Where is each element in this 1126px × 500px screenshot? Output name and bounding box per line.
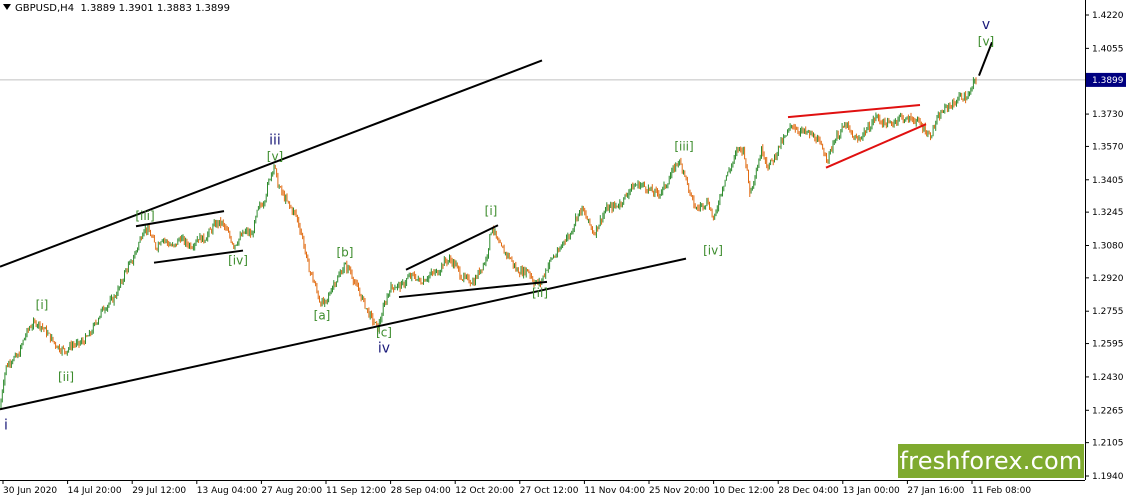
- y-tick-label: 1.3730: [1092, 110, 1124, 120]
- wave-label: iii: [269, 132, 281, 148]
- y-tick-label: 1.3570: [1092, 142, 1124, 152]
- freshforex-watermark: freshforex.com: [898, 444, 1084, 478]
- x-tick-label: 11 Sep 12:00: [326, 486, 386, 496]
- y-tick-label: 1.2595: [1092, 340, 1124, 350]
- wave-label: [a]: [314, 308, 331, 322]
- x-tick-label: 29 Jul 12:00: [132, 486, 186, 496]
- triangle-line[interactable]: [825, 123, 927, 169]
- x-tick-label: 13 Jan 00:00: [843, 486, 900, 496]
- y-tick-label: 1.4220: [1092, 11, 1124, 21]
- wave-label: i: [4, 417, 8, 433]
- projection-line[interactable]: [978, 41, 993, 77]
- dropdown-triangle-icon[interactable]: [3, 4, 11, 10]
- wave-label: [b]: [337, 246, 354, 260]
- triangle-line[interactable]: [135, 210, 225, 228]
- wave-label: [c]: [376, 325, 392, 339]
- candles-layer: [0, 77, 977, 410]
- y-tick-label: 1.2265: [1092, 406, 1124, 416]
- current-price-box: [1086, 72, 1126, 87]
- y-tick-label: 1.2755: [1092, 307, 1124, 317]
- y-axis-ticks: 1.4220 1.4055 1.3730 1.3570 1.3405 1.3245 1.30…: [1085, 11, 1124, 482]
- wave-label: [iv]: [228, 254, 248, 268]
- wave-label: [iii]: [674, 139, 693, 153]
- wave-label: [i]: [36, 298, 49, 312]
- chart-header: GBPUSD,H4 1.3889 1.3901 1.3883 1.3899: [3, 3, 230, 14]
- x-tick-label: 27 Jan 16:00: [907, 486, 964, 496]
- current-price-label: 1.3899: [1092, 76, 1124, 86]
- wave-label: [ii]: [58, 370, 74, 384]
- y-tick-label: 1.3245: [1092, 208, 1124, 218]
- wave-overlays: i [i] [ii] [iii] [iv] iii [v] [a] [b] [c] iv [i] [ii…: [0, 17, 994, 433]
- close-value: 1.3899: [195, 3, 230, 14]
- open-value: 1.3889: [80, 3, 116, 14]
- x-tick-label: 25 Nov 20:00: [649, 486, 710, 496]
- x-tick-label: 11 Feb 08:00: [972, 486, 1031, 496]
- triangle-line[interactable]: [153, 249, 244, 264]
- y-tick-label: 1.3080: [1092, 242, 1124, 252]
- wave-label: [v]: [978, 34, 994, 48]
- x-tick-label: 28 Dec 04:00: [778, 486, 839, 496]
- y-tick-label: 1.2430: [1092, 373, 1124, 383]
- y-tick-label: 1.1940: [1092, 472, 1124, 482]
- wave-label: iv: [378, 341, 390, 357]
- wave-label: [iii]: [135, 209, 154, 223]
- x-tick-label: 27 Oct 12:00: [520, 486, 579, 496]
- current-price-marker: 1.3899: [1086, 72, 1126, 87]
- channel-line[interactable]: [0, 59, 543, 268]
- y-tick-label: 1.4055: [1092, 44, 1124, 54]
- channel-line[interactable]: [0, 257, 687, 411]
- x-tick-label: 30 Jun 2020: [3, 486, 57, 496]
- triangle-line[interactable]: [405, 224, 499, 271]
- wave-label: v: [982, 17, 990, 33]
- x-tick-label: 14 Jul 20:00: [68, 486, 122, 496]
- y-tick-label: 1.2105: [1092, 439, 1124, 449]
- wave-label: [i]: [485, 204, 498, 218]
- high-value: 1.3901: [118, 3, 154, 14]
- x-tick-label: 12 Oct 20:00: [455, 486, 514, 496]
- x-tick-label: 13 Aug 04:00: [197, 486, 258, 496]
- wave-label: [v]: [267, 150, 283, 164]
- x-axis-ticks: 30 Jun 2020 14 Jul 20:00 29 Jul 12:00 13 Au…: [2, 480, 1031, 496]
- triangle-line[interactable]: [398, 280, 548, 299]
- y-tick-label: 1.3405: [1092, 176, 1124, 186]
- x-tick-label: 10 Dec 12:00: [714, 486, 775, 496]
- triangle-line[interactable]: [787, 103, 921, 119]
- x-tick-label: 28 Sep 04:00: [391, 486, 451, 496]
- y-tick-label: 1.2920: [1092, 274, 1124, 284]
- symbol-label: GBPUSD,H4: [15, 3, 75, 14]
- low-value: 1.3883: [156, 3, 192, 14]
- x-tick-label: 27 Aug 20:00: [261, 486, 322, 496]
- wave-label: [ii]: [532, 286, 548, 300]
- x-tick-label: 11 Nov 04:00: [584, 486, 645, 496]
- wave-label: [iv]: [703, 244, 723, 258]
